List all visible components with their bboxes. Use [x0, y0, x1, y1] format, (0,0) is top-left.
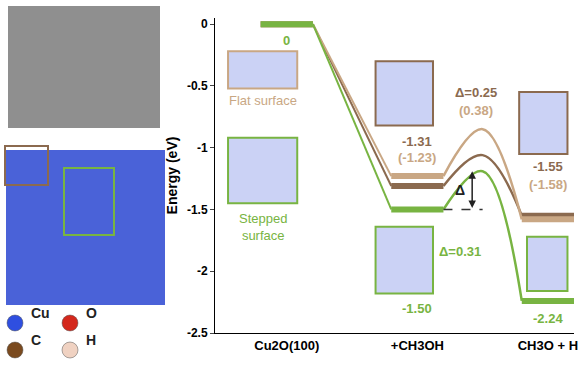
svg-text:Steppedsurface: Steppedsurface — [239, 211, 287, 243]
svg-text:Δ=0.31: Δ=0.31 — [439, 244, 481, 259]
svg-text:+CH3OH: +CH3OH — [391, 338, 444, 353]
svg-text:-1.50: -1.50 — [402, 301, 432, 316]
svg-text:Cu2O(100): Cu2O(100) — [254, 338, 319, 353]
svg-text:Energy (eV): Energy (eV) — [164, 137, 180, 215]
svg-text:-2.5: -2.5 — [187, 326, 208, 340]
svg-text:Flat surface: Flat surface — [229, 93, 297, 108]
svg-text:-1.5: -1.5 — [187, 203, 208, 217]
svg-text:H: H — [86, 332, 96, 348]
svg-text:(-1.23): (-1.23) — [398, 150, 436, 165]
svg-text:-2.24: -2.24 — [533, 311, 563, 326]
svg-text:0: 0 — [283, 33, 290, 48]
svg-text:-0.5: -0.5 — [187, 79, 208, 93]
svg-text:CH3O + H: CH3O + H — [518, 338, 578, 353]
svg-text:Δ: Δ — [455, 182, 465, 198]
svg-text:C: C — [31, 332, 41, 348]
svg-text:O: O — [86, 305, 97, 321]
svg-text:(-1.58): (-1.58) — [529, 177, 567, 192]
svg-text:-2: -2 — [197, 264, 208, 278]
svg-text:(0.38): (0.38) — [459, 103, 493, 118]
svg-text:Cu: Cu — [31, 305, 50, 321]
svg-text:0: 0 — [201, 17, 208, 31]
svg-text:-1.31: -1.31 — [402, 134, 432, 149]
svg-text:Δ=0.25: Δ=0.25 — [455, 85, 497, 100]
svg-text:-1.55: -1.55 — [533, 159, 563, 174]
svg-text:-1: -1 — [197, 141, 208, 155]
